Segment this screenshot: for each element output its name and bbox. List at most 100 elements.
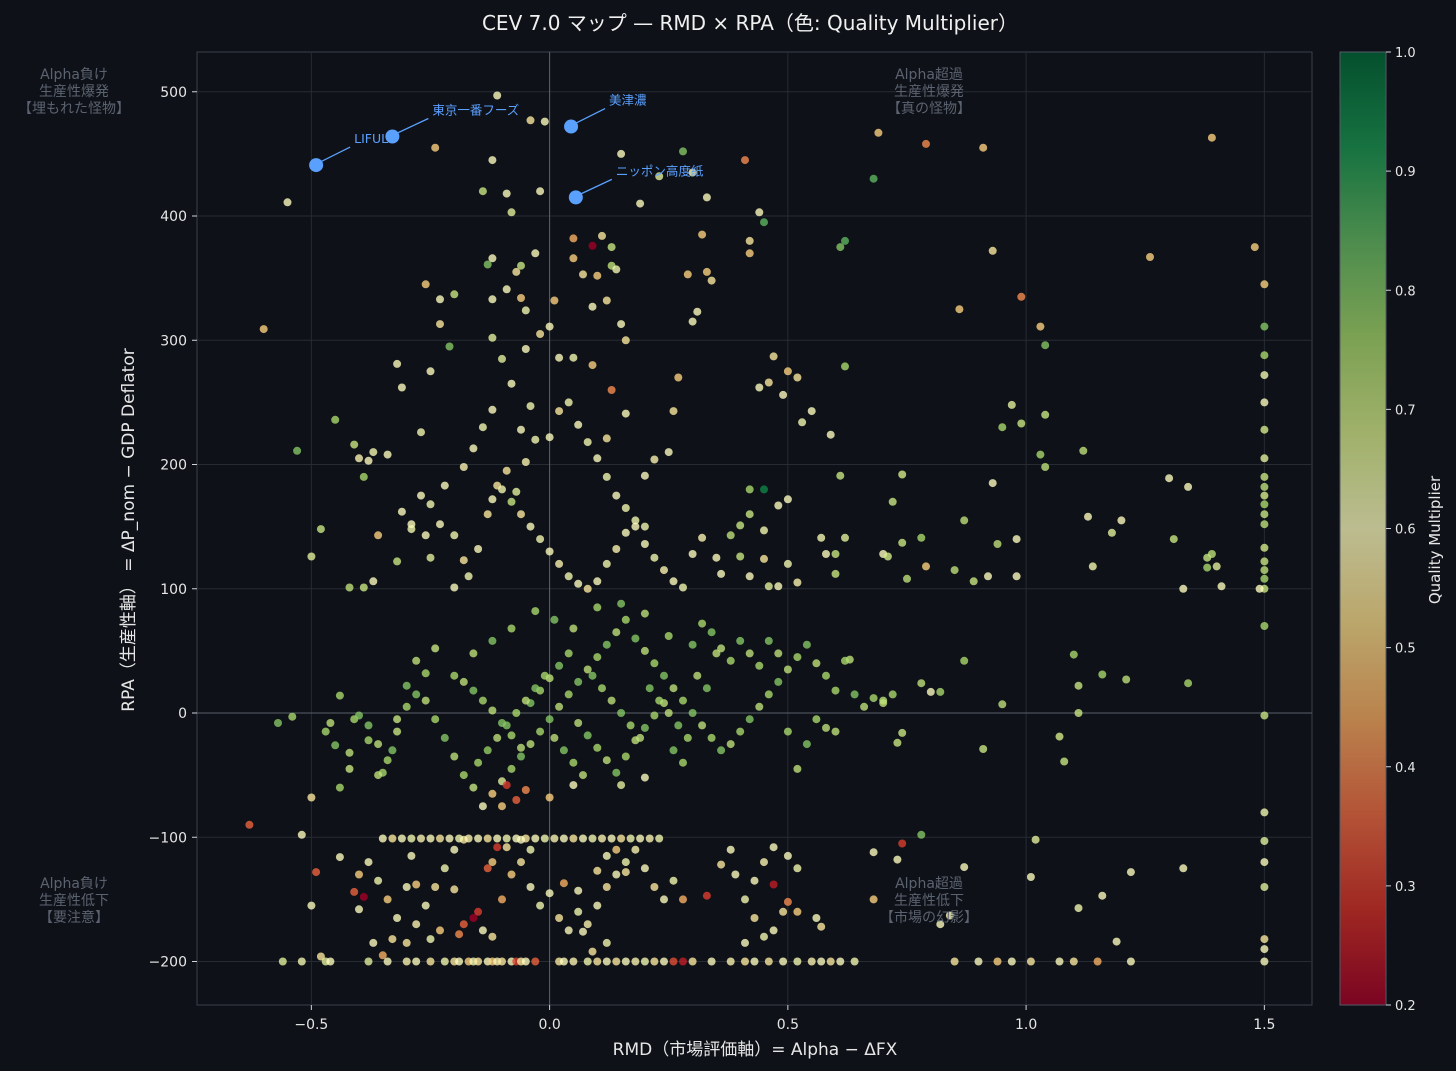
- scatter-point: [488, 405, 497, 414]
- scatter-point: [841, 236, 849, 245]
- scatter-point: [521, 306, 530, 315]
- scatter-point: [783, 559, 792, 568]
- scatter-point: [726, 957, 735, 966]
- scatter-point: [593, 603, 602, 612]
- scatter-point: [521, 957, 530, 966]
- scatter-point: [898, 470, 907, 479]
- scatter-point: [421, 280, 430, 289]
- scatter-point: [388, 935, 397, 944]
- scatter-point: [307, 552, 316, 561]
- y-tick-label: 200: [160, 458, 187, 474]
- scatter-point: [664, 709, 673, 717]
- scatter-point: [1260, 808, 1269, 817]
- scatter-point: [421, 901, 430, 910]
- x-axis-label: RMD（市場評価軸）= Alpha − ΔFX: [613, 1040, 898, 1060]
- scatter-point: [245, 820, 254, 829]
- scatter-point: [717, 860, 726, 869]
- scatter-point: [760, 932, 768, 941]
- scatter-point: [636, 199, 645, 208]
- scatter-point: [507, 208, 516, 217]
- scatter-point: [1012, 535, 1021, 544]
- scatter-point: [841, 533, 849, 542]
- scatter-point: [679, 583, 687, 592]
- scatter-point: [440, 733, 449, 742]
- scatter-point: [679, 758, 687, 767]
- scatter-point: [736, 636, 745, 645]
- scatter-point: [984, 572, 992, 581]
- scatter-point: [374, 531, 383, 540]
- scatter-point: [674, 373, 683, 382]
- scatter-point: [698, 619, 707, 628]
- scatter-point: [1260, 520, 1269, 529]
- scatter-point: [464, 834, 473, 843]
- scatter-point: [1036, 450, 1045, 459]
- scatter-point: [1007, 400, 1016, 409]
- scatter-point: [545, 793, 554, 802]
- scatter-point: [517, 858, 525, 867]
- scatter-point: [1260, 351, 1269, 360]
- scatter-point: [612, 870, 621, 879]
- scatter-point: [1184, 482, 1193, 491]
- scatter-point: [826, 957, 835, 966]
- scatter-point: [807, 407, 816, 416]
- scatter-point: [531, 684, 540, 693]
- scatter-point: [569, 234, 578, 243]
- scatter-point: [388, 746, 397, 755]
- scatter-point: [550, 834, 559, 843]
- scatter-point: [569, 254, 578, 263]
- scatter-point: [1255, 584, 1264, 593]
- scatter-point: [569, 834, 578, 843]
- scatter-point: [607, 386, 616, 394]
- scatter-point: [369, 577, 378, 586]
- scatter-point: [760, 858, 768, 867]
- scatter-point: [569, 624, 578, 633]
- scatter-point: [736, 521, 745, 530]
- scatter-point: [331, 415, 340, 424]
- scatter-point: [640, 646, 649, 655]
- scatter-point: [374, 876, 383, 885]
- scatter-point: [607, 834, 616, 843]
- scatter-point: [579, 927, 587, 936]
- scatter-point: [750, 957, 759, 966]
- scatter-point: [945, 911, 954, 920]
- scatter-point: [640, 471, 649, 480]
- scatter-point: [483, 746, 492, 755]
- scatter-point: [1017, 292, 1026, 301]
- scatter-point: [483, 834, 492, 843]
- plot-frame: [196, 51, 1313, 1006]
- scatter-point: [1250, 243, 1259, 252]
- scatter-point: [960, 516, 969, 525]
- scatter-point: [593, 454, 602, 463]
- scatter-point: [502, 781, 511, 790]
- scatter-point: [502, 721, 511, 730]
- scatter-point: [917, 830, 926, 839]
- scatter-point: [669, 577, 678, 586]
- scatter-point: [350, 440, 359, 449]
- scatter-point: [474, 834, 483, 843]
- highlighted-point-label: 東京一番フーズ: [432, 102, 519, 117]
- scatter-point: [335, 691, 344, 700]
- scatter-point: [378, 834, 387, 843]
- scatter-point: [660, 566, 668, 575]
- scatter-point: [1041, 410, 1050, 419]
- scatter-point: [760, 485, 768, 494]
- scatter-point: [741, 156, 749, 165]
- scatter-point: [531, 249, 540, 258]
- scatter-point: [640, 609, 649, 618]
- scatter-point: [602, 296, 611, 305]
- scatter-point: [650, 553, 659, 562]
- scatter-point: [359, 583, 368, 592]
- colorbar-tick-label: 0.8: [1395, 284, 1416, 299]
- scatter-point: [621, 957, 630, 966]
- scatter-point: [769, 352, 778, 361]
- scatter-point: [445, 342, 454, 351]
- scatter-point: [478, 423, 487, 432]
- scatter-point: [793, 957, 802, 966]
- scatter-point: [383, 450, 392, 459]
- scatter-point: [764, 690, 773, 699]
- scatter-point: [621, 615, 630, 624]
- highlighted-point-label: LIFULL: [354, 131, 395, 146]
- scatter-point: [669, 876, 678, 885]
- scatter-point: [1122, 675, 1131, 684]
- scatter-point: [769, 880, 778, 889]
